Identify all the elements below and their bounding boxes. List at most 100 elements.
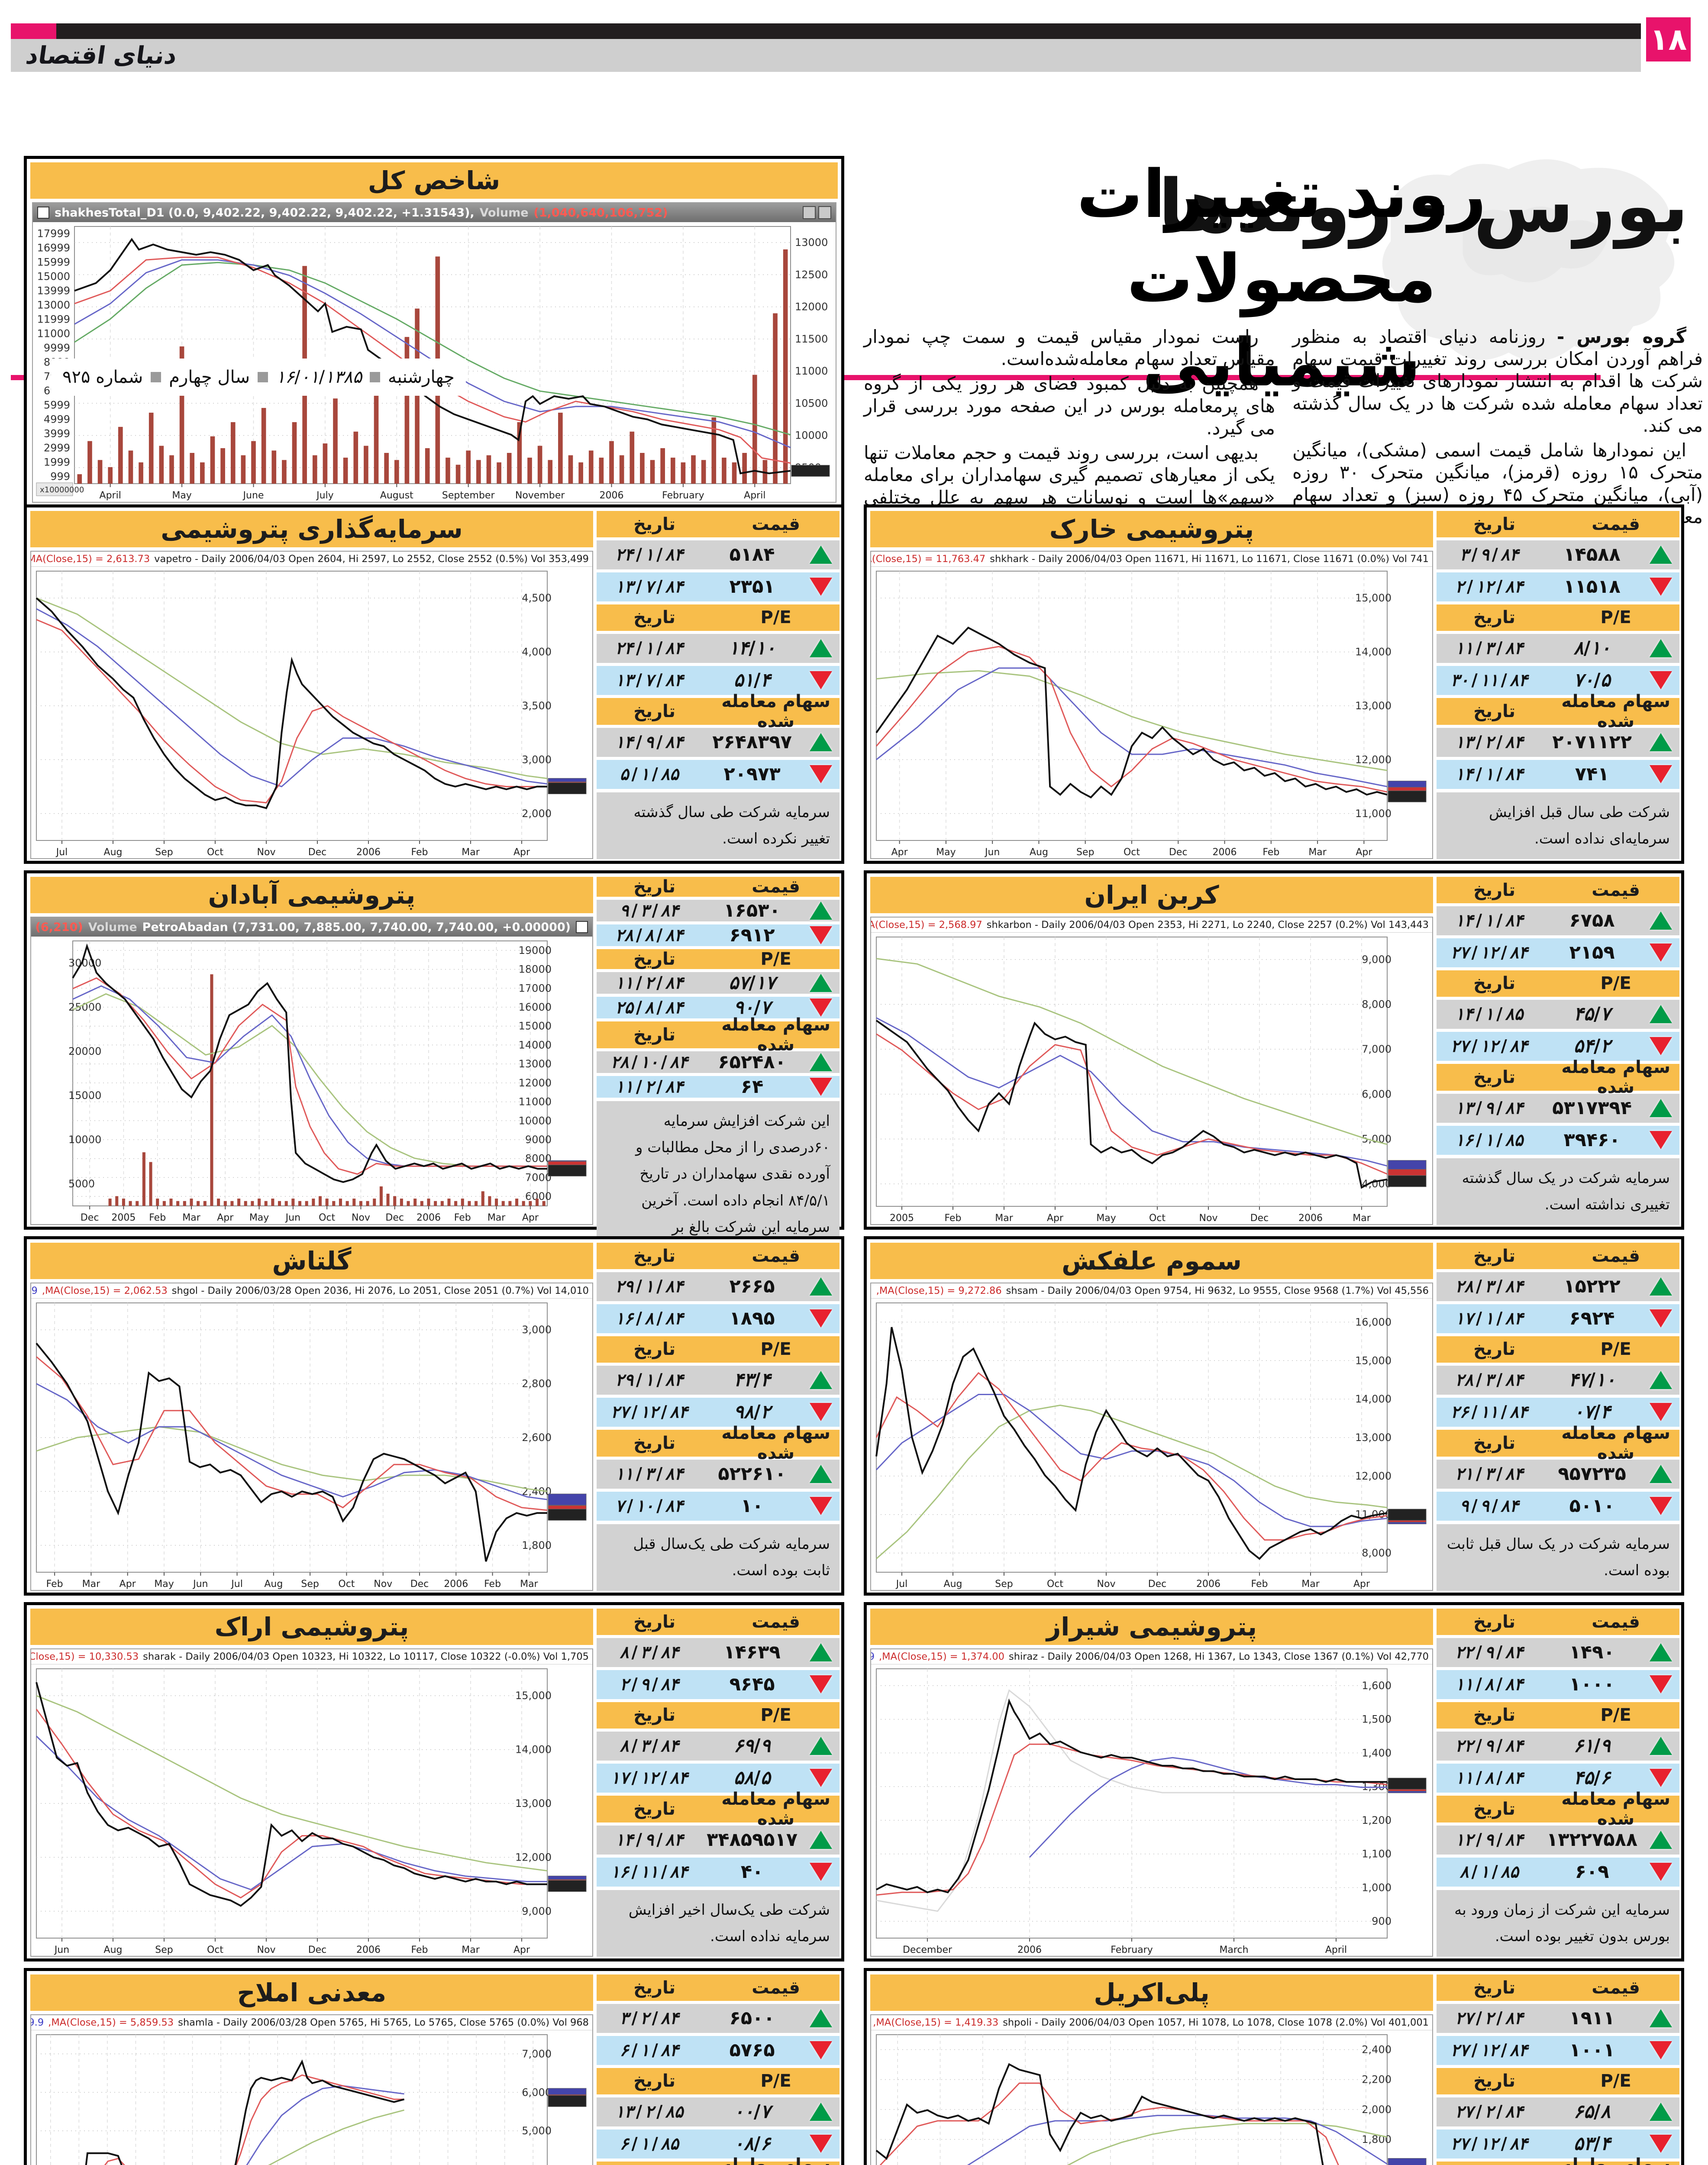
shares-header-row: سهام معامله شده تاریخ [1437,692,1679,731]
pe-header-row: P/E تاریخ [597,604,839,631]
price-low-row: ۱۱۵۱۸ ۸۴/۱۲/۲ [1437,572,1679,601]
window-buttons[interactable] [803,206,831,219]
svg-text:3,000: 3,000 [522,753,552,766]
date-label: تاریخ [633,514,676,534]
up-triangle-icon [1642,911,1679,930]
svg-text:May: May [249,1212,269,1223]
svg-text:1,000: 1,000 [1362,1881,1392,1894]
svg-text:1,800: 1,800 [522,1539,552,1551]
svg-text:4,000: 4,000 [522,646,552,658]
svg-text:16,000: 16,000 [1355,1316,1392,1328]
world-map-watermark [1382,159,1675,361]
up-triangle-icon [802,1371,839,1389]
shares-low-date: ۸۵/۱/۵ [620,764,679,784]
svg-text:25000: 25000 [68,1001,101,1013]
pe-low-value: ۲/۹۸ [733,1401,771,1423]
pe-high-row: ۹/۶۹ ۸۴/۳/۸ [597,1731,839,1761]
price-high-row: ۶۷۵۸ ۸۴/۱/۱۴ [1437,906,1679,935]
pe-low-value: ۶/۴۵ [1573,1767,1611,1789]
up-triangle-icon [1642,2103,1679,2121]
shares-high-row: ۲۶۴۸۳۹۷ ۸۴/۹/۱۴ [597,727,839,757]
shares-header-row: سهام معامله شده تاریخ [597,1015,839,1055]
pe-label: P/E [760,949,791,969]
company-title: پتروشیمی اراک [30,1609,593,1645]
pe-low-row: ۵/۵۸ ۸۴/۱۲/۱۷ [597,1763,839,1793]
svg-text:May: May [154,1579,174,1590]
svg-text:9999: 9999 [44,342,70,354]
header-pink-chip [11,23,56,39]
company-title: پتروشیمی شیراز [870,1609,1433,1645]
shares-low-value: ۵۰۱۰ [1569,1495,1615,1517]
svg-text:12000: 12000 [795,301,828,313]
svg-text:Mar: Mar [82,1579,100,1590]
shares-high-value: ۶۵۲۴۸۰ [718,1051,786,1073]
shares-low-row: ۷۴۱ ۸۴/۱/۱۴ [1437,759,1679,789]
pe-high-value: ۹/۶۱ [1573,1735,1611,1757]
price-chart-plot: 4,500 4,000 3,500 3,000 2,000 Jul Aug Sep Oct Nov… [31,567,592,858]
date-label: تاریخ [633,1339,676,1360]
pe-label: P/E [760,2071,791,2091]
down-triangle-icon [1642,2135,1679,2153]
svg-text:Feb: Feb [945,1213,962,1224]
pe-header-row: P/E تاریخ [597,949,839,969]
price-high-value: ۶۵۰۰ [729,2007,775,2029]
down-triangle-icon [1642,1497,1679,1516]
price-low-row: ۹۶۴۵ ۸۴/۹/۲ [597,1670,839,1699]
shares-high-value: ۲۰۷۱۱۲۲ [1552,731,1632,753]
price-chart-plot: 15,000 14,000 13,000 12,000 9,000 Jun Aug Sep Oc… [31,1664,592,1956]
svg-text:2006: 2006 [1298,1213,1323,1224]
chart-window-titlebar: shgol - Daily 2006/03/28 Open 2036, Hi 2… [31,1283,592,1299]
pe-low-row: ۲/۹۸ ۸۴/۱۲/۲۷ [597,1397,839,1427]
svg-text:2999: 2999 [44,442,70,454]
svg-text:December: December [903,1945,952,1955]
svg-text:April: April [100,490,121,501]
svg-text:Aug: Aug [1030,847,1048,858]
svg-text:Mar: Mar [1308,847,1327,858]
pe-high-value: ۱۷/۵۷ [729,972,776,994]
svg-text:8,000: 8,000 [1362,1547,1392,1559]
up-triangle-icon [802,2103,839,2121]
date-label: تاریخ [633,607,676,628]
price-chart-plot: 15,000 14,000 13,000 12,000 11,000 Apr May Jun A… [871,567,1432,858]
svg-text:2006: 2006 [444,1579,468,1590]
price-low-date: ۸۴/۸/۱۱ [1455,1674,1524,1694]
shares-high-value: ۱۳۲۲۷۵۸۸ [1547,1829,1638,1851]
svg-text:1,100: 1,100 [1362,1848,1392,1860]
shares-high-row: ۲۰۷۱۱۲۲ ۸۴/۲/۱۳ [1437,727,1679,757]
date-label: تاریخ [633,1433,676,1453]
pe-low-value: ۵/۵۸ [733,1767,771,1789]
capital-note: سرمایه این شرکت از زمان ورود به بورس بدو… [1437,1890,1679,1957]
price-low-date: ۸۴/۱/۱۷ [1455,1309,1524,1328]
stock-panel: کربن ایران shkarbon - Daily 2006/04/03 O… [864,870,1684,1230]
svg-text:Mar: Mar [462,1945,480,1955]
pe-high-date: ۸۴/۲/۲۷ [1455,2102,1524,2122]
shares-label: سهام معامله شده [1561,1057,1670,1097]
svg-text:13999: 13999 [37,285,70,297]
down-triangle-icon [802,2041,839,2060]
shares-low-row: ۶۰۹ ۸۵/۱/۸ [1437,1857,1679,1887]
date-label: تاریخ [1473,1612,1516,1632]
shares-low-date: ۸۴/۱/۱۴ [1455,764,1524,784]
svg-text:Jun: Jun [54,1945,69,1955]
svg-text:February: February [662,490,704,501]
svg-text:11000: 11000 [795,365,828,377]
stats-table: قیمت تاریخ ۱۴۶۳۹ ۸۴/۳/۸ ۹۶۴۵ ۸۴/۹/۲ P/E … [597,1609,839,1957]
window-icon[interactable] [37,207,49,219]
pe-high-date: ۸۴/۲/۱۱ [615,973,684,993]
svg-text:9,000: 9,000 [522,1905,552,1917]
svg-text:6,000: 6,000 [1362,1088,1392,1100]
svg-text:Dec: Dec [81,1212,99,1223]
shares-low-value: ۱۰ [740,1495,764,1517]
svg-text:1,600: 1,600 [1362,1680,1392,1692]
stock-panel: سموم علفکش shsam - Daily 2006/04/03 Open… [864,1236,1684,1596]
stats-table: قیمت تاریخ ۶۵۰۰ ۸۴/۲/۳ ۵۷۶۵ ۸۴/۱/۶ P/E ت… [597,1974,839,2165]
section-title: بورس - روندها [1158,164,1689,249]
svg-text:Dec: Dec [308,1945,327,1955]
svg-text:Feb: Feb [46,1579,63,1590]
svg-text:11000: 11000 [519,1096,552,1108]
window-icon[interactable] [576,921,588,933]
company-title: پتروشیمی آبادان [30,877,593,913]
stats-table: قیمت تاریخ ۶۷۵۸ ۸۴/۱/۱۴ ۲۱۵۹ ۸۴/۱۲/۲۷ P/… [1437,877,1679,1225]
svg-text:11500: 11500 [795,333,828,345]
svg-text:13,000: 13,000 [515,1797,552,1810]
